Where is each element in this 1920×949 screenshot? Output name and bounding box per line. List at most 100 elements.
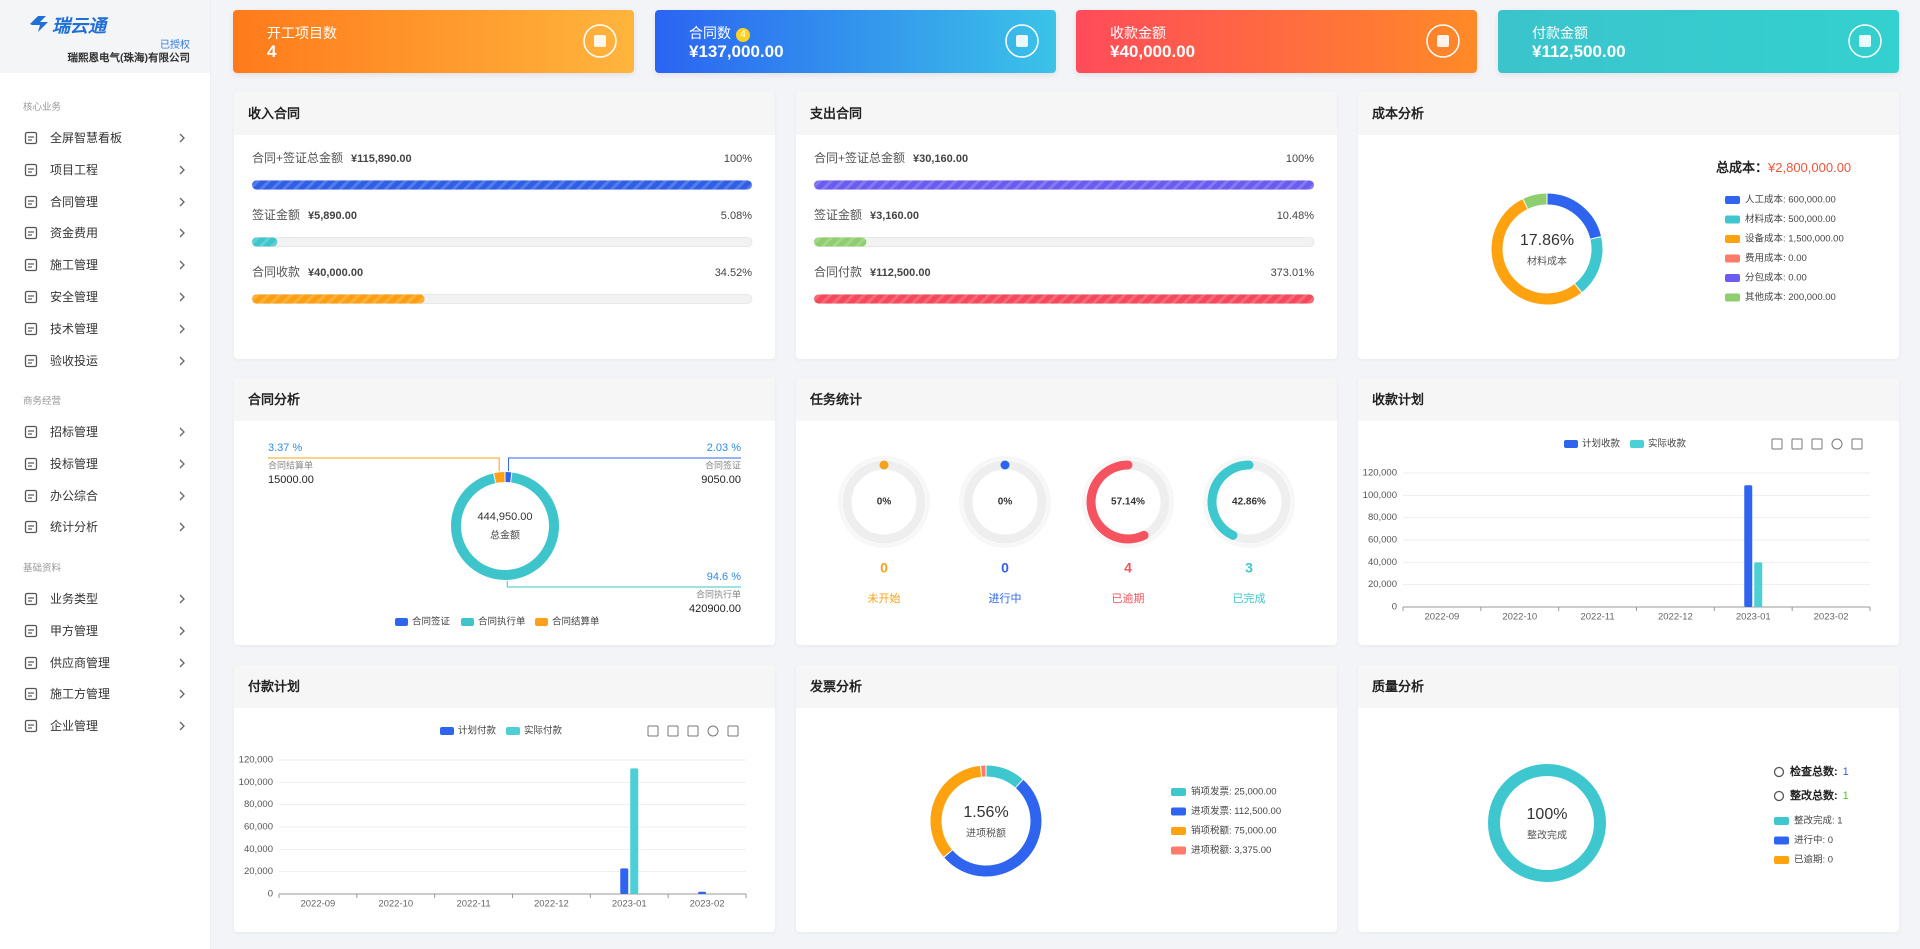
menu-label: 验收投运 xyxy=(50,353,99,368)
toolbox-button[interactable] xyxy=(647,725,659,737)
callout-line xyxy=(508,457,741,472)
menu-item[interactable]: 安全管理 xyxy=(0,282,210,312)
gauge-name: 进行中 xyxy=(989,592,1022,605)
stat-title: 付款金额 xyxy=(1532,23,1588,43)
icon-shape xyxy=(24,290,38,304)
stat-value: 1 xyxy=(1843,790,1849,802)
y-tick-label: 40,000 xyxy=(1368,557,1397,568)
menu-item[interactable]: 招标管理 xyxy=(0,417,210,447)
y-tick-label: 120,000 xyxy=(1363,468,1397,479)
chevron xyxy=(179,324,185,334)
progress-label: 签证金额 ¥3,160.00 xyxy=(814,207,919,222)
icon-shape xyxy=(24,521,38,534)
menu-icon xyxy=(24,624,38,637)
menu-item[interactable]: 资金费用 xyxy=(0,218,210,248)
menu-label: 供应商管理 xyxy=(50,655,111,670)
menu-item[interactable]: 项目工程 xyxy=(0,155,210,185)
progress-amount: ¥30,160.00 xyxy=(913,153,968,165)
stat-title: 收款金额 xyxy=(1110,23,1166,43)
progress-percent: 10.48% xyxy=(1277,210,1315,222)
icon-shape xyxy=(24,322,38,335)
donut-center-text: 整改完成 xyxy=(1527,829,1567,842)
legend-swatch xyxy=(461,618,474,626)
progress-percent: 373.01% xyxy=(1271,267,1315,279)
menu-label: 技术管理 xyxy=(50,321,99,336)
toolbox-button[interactable] xyxy=(687,725,699,737)
menu-item[interactable]: 供应商管理 xyxy=(0,648,210,678)
chevron-shape xyxy=(179,165,185,175)
menu-item[interactable]: 施工管理 xyxy=(0,250,210,280)
menu-group-title: 商务经营 xyxy=(23,396,62,407)
donut-center-value: 444,950.00 xyxy=(477,511,532,523)
menu-item[interactable]: 施工方管理 xyxy=(0,679,210,709)
icon-ring xyxy=(1848,24,1882,58)
menu-item[interactable]: 全屏智慧看板 xyxy=(0,123,210,153)
toolbox-icon xyxy=(1831,438,1843,450)
bar xyxy=(620,868,629,894)
gauge-count: 0 xyxy=(880,560,888,576)
menu-icon xyxy=(24,521,38,534)
x-tick-label: 2022-11 xyxy=(456,899,490,910)
menu-item[interactable]: 技术管理 xyxy=(0,314,210,344)
legend-label: 材料成本: 500,000.00 xyxy=(1745,213,1836,225)
menu-item[interactable]: 业务类型 xyxy=(0,584,210,614)
menu-label: 施工方管理 xyxy=(50,687,111,702)
menu-item[interactable]: 验收投运 xyxy=(0,346,210,376)
toolbox-button[interactable] xyxy=(1831,438,1843,450)
icon-glyph xyxy=(1016,35,1028,47)
gauge-outer xyxy=(959,456,1051,548)
progress-bar xyxy=(814,294,1314,304)
legend-swatch xyxy=(1725,293,1740,302)
menu-label: 合同管理 xyxy=(50,194,99,209)
legend-label: 人工成本: 600,000.00 xyxy=(1745,194,1836,206)
menu-item[interactable]: 办公综合 xyxy=(0,481,210,511)
panel-title: 收入合同 xyxy=(234,92,775,135)
toolbox-button[interactable] xyxy=(727,725,739,737)
legend-label: 合同结算单 xyxy=(552,616,600,628)
panel: 合同分析 444,950.00 总金额 2.03 % 合同签证 9050.00 94.6 %… xyxy=(234,378,775,645)
progress-percent: 100% xyxy=(724,153,752,165)
toolbox-button[interactable] xyxy=(707,725,719,737)
panel-chart: 计划付款 实际付款 0 20,000 40,000 60,000 80,000 100,000… xyxy=(239,725,747,910)
toolbox-button[interactable] xyxy=(1791,438,1803,450)
chevron xyxy=(179,689,185,699)
bar xyxy=(698,891,707,894)
menu-item[interactable]: 投标管理 xyxy=(0,449,210,479)
y-tick-label: 0 xyxy=(268,889,273,900)
donut-center-text: 进项税额 xyxy=(966,827,1006,840)
progress-percent: 100% xyxy=(1286,153,1314,165)
menu-icon xyxy=(24,688,38,701)
stat-card: 开工项目数 4 xyxy=(233,10,634,73)
panel-title: 任务统计 xyxy=(796,378,1337,421)
legend-label: 进项税额: 3,375.00 xyxy=(1191,844,1271,856)
menu-icon xyxy=(24,227,38,240)
donut-slice xyxy=(1491,199,1582,305)
panel: 质量分析 100% 整改完成 检查总数: 1 整改总数: 1 整改完成: 1 进行中: 0 已逾期… xyxy=(1358,665,1899,932)
toolbox-button[interactable] xyxy=(1811,438,1823,450)
x-tick-label: 2022-11 xyxy=(1580,612,1614,623)
toolbox-button[interactable] xyxy=(1771,438,1783,450)
gauge-name: 已逾期 xyxy=(1112,591,1145,605)
menu-item[interactable]: 统计分析 xyxy=(0,512,210,542)
donut-center-value: 100% xyxy=(1527,806,1568,823)
legend-swatch xyxy=(506,727,520,735)
y-tick-label: 80,000 xyxy=(244,799,273,810)
donut-slice xyxy=(1488,764,1606,882)
chevron xyxy=(179,260,185,270)
menu-item[interactable]: 合同管理 xyxy=(0,187,210,217)
menu-item[interactable]: 甲方管理 xyxy=(0,616,210,646)
stat-icon xyxy=(583,24,617,58)
stat-card: 付款金额 ¥112,500.00 xyxy=(1498,10,1899,73)
sidebar: 瑞云通 已授权 瑞熙恩电气(珠海)有限公司 核心业务 全屏智慧看板 项目工程 合同管理… xyxy=(0,0,211,949)
toolbox-button[interactable] xyxy=(1851,438,1863,450)
menu-icon xyxy=(24,720,38,733)
toolbox-button[interactable] xyxy=(667,725,679,737)
menu-item[interactable]: 企业管理 xyxy=(0,711,210,741)
callout-value: 9050.00 xyxy=(701,474,741,486)
gauge-arc xyxy=(1207,460,1254,540)
legend-label: 已逾期: 0 xyxy=(1794,854,1833,866)
gauge-outer xyxy=(1082,456,1174,548)
legend-swatch xyxy=(1725,274,1740,282)
gauge-percent: 42.86% xyxy=(1232,497,1266,508)
legend-label: 合同执行单 xyxy=(478,616,526,628)
